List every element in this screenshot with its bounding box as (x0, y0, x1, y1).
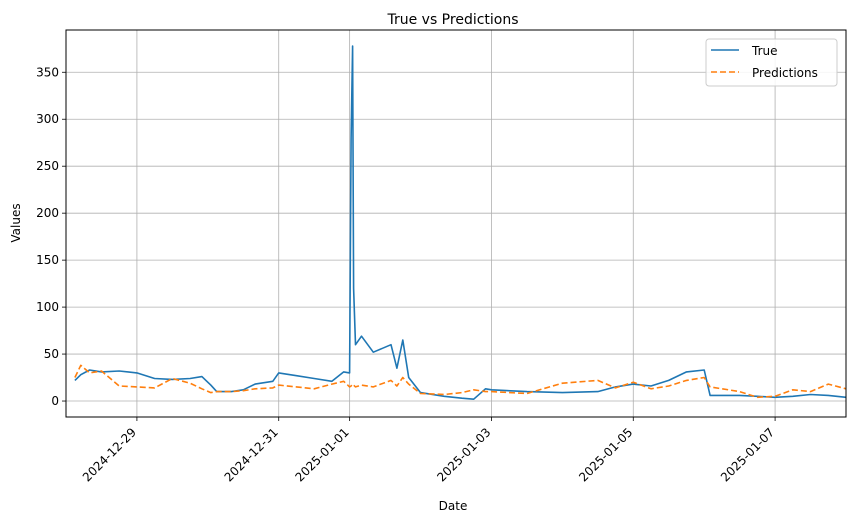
y-tick-label: 50 (44, 347, 59, 361)
legend-true-label: True (751, 44, 778, 58)
legend-predictions-label: Predictions (752, 66, 818, 80)
series-line-predictions (74, 364, 847, 399)
y-tick-label: 300 (36, 112, 59, 126)
y-axis-label: Values (9, 203, 23, 242)
series-lines (74, 45, 847, 400)
y-tick-label: 200 (36, 206, 59, 220)
y-tick-label: 100 (36, 300, 59, 314)
y-tick-label: 0 (51, 394, 59, 408)
plot-area-frame (65, 29, 847, 418)
y-tick-label: 350 (36, 65, 59, 79)
chart-title: True vs Predictions (386, 12, 518, 28)
y-axis-ticks: 0 50 100 150 200 250 300 350 (36, 65, 66, 408)
legend: True Predictions (705, 38, 838, 87)
y-tick-label: 250 (36, 159, 59, 173)
series-line-true (74, 45, 847, 400)
x-axis-label: Date (439, 499, 468, 513)
y-tick-label: 150 (36, 253, 59, 267)
